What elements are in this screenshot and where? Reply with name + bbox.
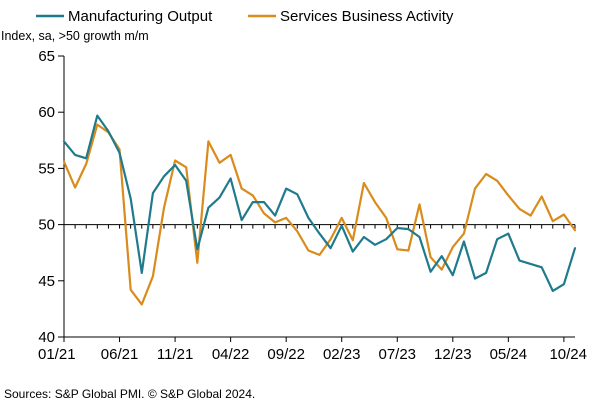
x-tick-label: 10/24 <box>549 346 587 363</box>
x-tick-label: 05/24 <box>490 346 528 363</box>
y-tick-label: 55 <box>38 160 55 177</box>
x-tick-label: 11/21 <box>157 346 193 363</box>
x-tick-label: 07/23 <box>378 346 416 363</box>
y-tick-label: 45 <box>38 273 55 290</box>
source-note: Sources: S&P Global PMI. © S&P Global 20… <box>4 387 255 401</box>
units-label: Index, sa, >50 growth m/m <box>1 29 149 43</box>
legend-label-services-business-activity: Services Business Activity <box>280 8 454 25</box>
y-tick-label: 40 <box>38 329 55 346</box>
x-tick-label: 09/22 <box>267 346 305 363</box>
x-axis-ticks: 01/21 06/21 11/21 04/22 09/22 02/23 07/23 12/23… <box>38 337 587 363</box>
x-tick-label: 02/23 <box>323 346 361 363</box>
legend-label-manufacturing-output: Manufacturing Output <box>68 8 213 25</box>
series-lines <box>62 114 577 306</box>
x-tick-label: 06/21 <box>101 346 139 363</box>
series-line-manufacturing-output <box>62 114 577 292</box>
y-axis-ticks: 40 45 50 55 60 65 <box>38 48 64 346</box>
x-tick-label: 01/21 <box>38 346 76 363</box>
y-tick-label: 60 <box>38 104 55 121</box>
y-tick-label: 50 <box>38 217 55 234</box>
y-tick-label: 65 <box>38 48 55 65</box>
reference-line-50 <box>63 224 576 229</box>
series-line-services-business-activity <box>62 123 577 306</box>
x-tick-label: 12/23 <box>434 346 472 363</box>
x-tick-label: 04/22 <box>212 346 250 363</box>
legend: Manufacturing Output Services Business A… <box>36 8 454 25</box>
